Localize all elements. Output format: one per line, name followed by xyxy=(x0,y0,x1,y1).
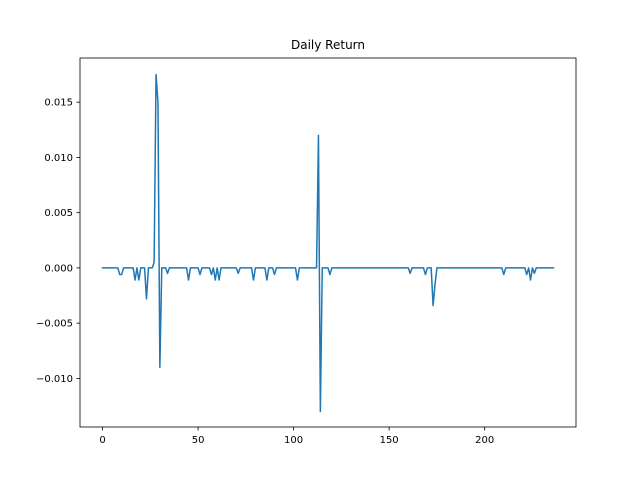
plot-frame xyxy=(79,57,577,428)
y-tick-label-0: −0.010 xyxy=(36,374,73,385)
x-tick-label-0: 0 xyxy=(99,435,105,446)
y-tick-label-4: 0.010 xyxy=(44,153,73,164)
x-tick-label-1: 50 xyxy=(192,435,205,446)
axes: 0 50 100 150 200 −0.010 −0.005 0.000 0.005 0.010 0… xyxy=(36,57,577,446)
y-tick-label-1: −0.005 xyxy=(36,319,73,330)
y-tick-label-5: 0.015 xyxy=(44,98,73,109)
y-tick-label-2: 0.000 xyxy=(44,263,73,274)
x-tick-label-3: 150 xyxy=(380,435,399,446)
x-tick-label-4: 200 xyxy=(475,435,494,446)
y-tick-label-3: 0.005 xyxy=(44,208,73,219)
x-tick-label-2: 100 xyxy=(284,435,303,446)
series-line-0 xyxy=(101,73,555,413)
plot-area xyxy=(101,73,555,413)
chart-title: Daily Return xyxy=(291,38,365,52)
